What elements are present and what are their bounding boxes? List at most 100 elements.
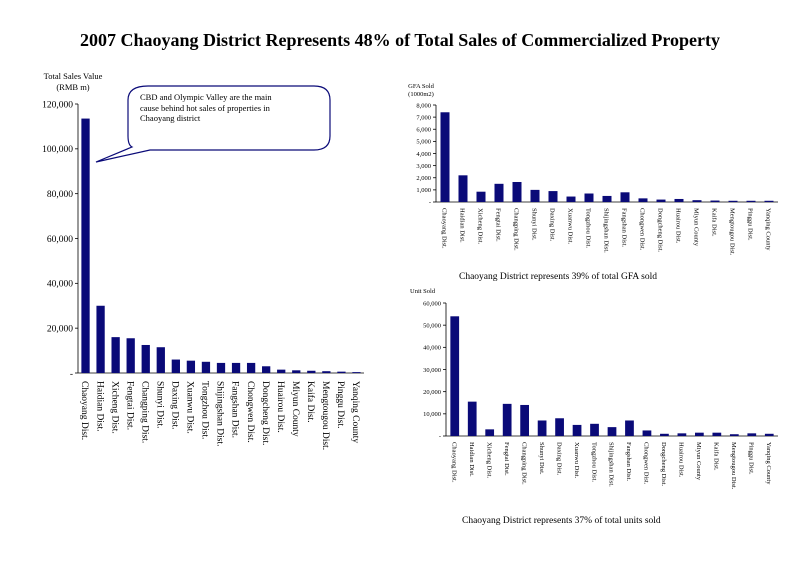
- x-tick-label: Daxing Dist.: [555, 442, 562, 476]
- page-title: 2007 Chaoyang District Represents 48% of…: [80, 30, 720, 50]
- bar: [81, 118, 90, 373]
- x-tick-label: Chongwen Dist.: [639, 208, 646, 251]
- bar: [111, 337, 120, 373]
- x-tick-label: Dongcheng Dist.: [657, 208, 664, 252]
- bar: [520, 404, 529, 436]
- x-tick-label: Dongcheng Dist.: [660, 442, 667, 486]
- bar: [502, 403, 512, 436]
- gfa-chart-caption: Chaoyang District represents 39% of tota…: [459, 272, 657, 282]
- x-tick-label: Chongwen Dist.: [643, 442, 650, 485]
- y-axis-unit-label: (1000m2): [408, 91, 434, 98]
- x-tick-label: Pinggu Dist.: [748, 442, 755, 475]
- x-tick-label: Fangshan Dist.: [621, 208, 628, 247]
- y-tick-label: 50,000: [423, 322, 441, 329]
- bar: [642, 430, 652, 436]
- units-chart-caption: Chaoyang District represents 37% of tota…: [462, 516, 661, 526]
- x-tick-label: Huairou Dist.: [675, 208, 682, 244]
- bar: [277, 369, 286, 373]
- y-tick-label: 8,000: [416, 102, 431, 109]
- x-tick-label: Fangshan Dist.: [230, 381, 240, 438]
- x-tick-label: Tongzhou Dist.: [585, 208, 592, 248]
- bar: [141, 344, 150, 373]
- x-tick-label: Xicheng Dist.: [109, 381, 119, 434]
- bar: [695, 432, 704, 436]
- x-tick-label: Pinggu Dist.: [335, 381, 345, 429]
- bar: [638, 198, 648, 202]
- y-tick-label: 3,000: [416, 163, 431, 170]
- x-tick-label: Tongzhou Dist.: [590, 442, 597, 482]
- bar: [307, 370, 316, 373]
- x-tick-label: Mengtougou Dist.: [320, 381, 330, 450]
- callout-text: CBD and Olympic Valley are the main caus…: [140, 92, 272, 123]
- x-tick-label: Xicheng Dist.: [477, 208, 484, 244]
- y-tick-label: 5,000: [416, 139, 431, 146]
- bar: [677, 433, 687, 436]
- x-tick-label: Chaoyang Dist.: [441, 208, 448, 249]
- bar: [764, 200, 774, 202]
- y-axis-unit-label: (RMB m): [56, 82, 89, 92]
- bar: [126, 338, 135, 373]
- y-tick-label: 20,000: [47, 324, 73, 334]
- y-tick-label: 80,000: [47, 190, 73, 200]
- bar: [728, 200, 738, 202]
- bar: [156, 347, 165, 373]
- bar: [337, 371, 346, 373]
- callout-bubble: [95, 85, 331, 163]
- x-tick-label: Chongwen Dist.: [245, 381, 255, 443]
- bar: [747, 433, 757, 436]
- x-tick-label: Yanqing County: [765, 442, 772, 485]
- x-tick-label: Huairou Dist.: [275, 381, 285, 433]
- y-axis-label: Unit Sold: [410, 288, 436, 295]
- bar: [566, 196, 576, 202]
- bar: [692, 200, 702, 202]
- x-tick-label: Changping Dist.: [513, 208, 520, 251]
- y-tick-label: 40,000: [423, 345, 441, 352]
- bar: [625, 420, 634, 436]
- bar: [171, 359, 180, 373]
- x-tick-label: Daxing Dist.: [170, 381, 180, 430]
- bar: [458, 175, 468, 202]
- y-tick-label: 60,000: [47, 235, 73, 245]
- x-tick-label: Chaoyang Dist.: [450, 442, 457, 483]
- x-tick-label: Miyun County: [695, 442, 702, 481]
- x-tick-label: Haidian Dist.: [459, 208, 466, 243]
- bar: [231, 362, 241, 373]
- y-axis-label: GFA Sold: [408, 83, 434, 90]
- x-tick-label: Mengtougou Dist.: [730, 442, 737, 490]
- bar: [620, 192, 630, 202]
- x-tick-label: Yanqing County: [765, 208, 772, 251]
- bar: [322, 371, 331, 373]
- y-tick-label: -: [439, 433, 441, 440]
- x-tick-label: Yanqing County: [350, 381, 360, 443]
- bar: [656, 199, 666, 202]
- x-tick-label: Pinggu Dist.: [747, 208, 754, 241]
- x-tick-label: Kaifa Dist.: [713, 442, 720, 471]
- bar: [674, 198, 684, 202]
- x-tick-label: Dongcheng Dist.: [260, 381, 270, 445]
- x-tick-label: Miyun County: [693, 208, 700, 247]
- x-tick-label: Changping Dist.: [139, 381, 149, 443]
- bar: [530, 189, 540, 202]
- bar: [602, 195, 612, 202]
- y-tick-label: 100,000: [42, 145, 73, 155]
- bar: [572, 424, 582, 436]
- bar: [729, 434, 739, 436]
- x-tick-label: Fangshan Dist.: [625, 442, 632, 481]
- bar: [201, 361, 211, 373]
- y-tick-label: 7,000: [416, 114, 431, 121]
- x-tick-label: Fengtai Dist.: [495, 208, 502, 242]
- bar: [216, 362, 226, 373]
- y-tick-label: 10,000: [423, 411, 441, 418]
- bar: [710, 200, 720, 202]
- bar: [476, 191, 486, 202]
- bar: [186, 360, 196, 373]
- x-tick-label: Fengtai Dist.: [124, 381, 134, 430]
- y-tick-label: -: [429, 199, 431, 206]
- bar: [352, 372, 361, 373]
- x-tick-label: Shunyi Dist.: [154, 381, 164, 429]
- x-tick-label: Kaifa Dist.: [711, 208, 718, 237]
- x-tick-label: Shijingshan Dist.: [603, 208, 610, 253]
- y-tick-label: 40,000: [47, 280, 73, 290]
- x-tick-label: Kaifa Dist.: [305, 381, 316, 423]
